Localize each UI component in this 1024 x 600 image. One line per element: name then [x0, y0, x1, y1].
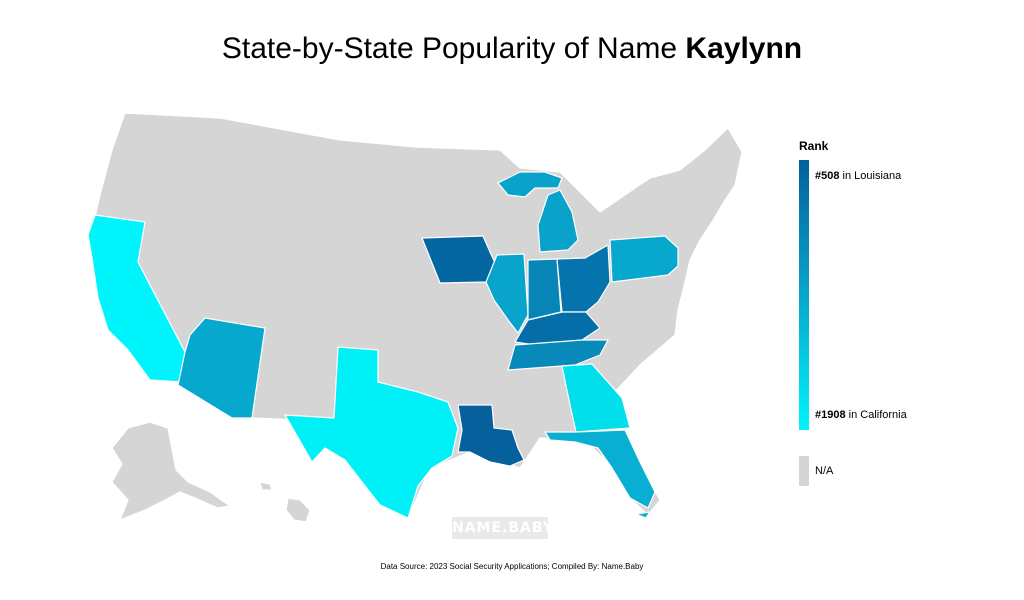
michigan-upper-shape: [497, 171, 563, 198]
indiana-shape: [527, 258, 562, 321]
legend-na-swatch: [799, 456, 809, 486]
florida-keys-shape: [635, 511, 651, 519]
legend-top-text: in Louisiana: [839, 170, 902, 182]
louisiana-shape: [457, 404, 525, 467]
pennsylvania-shape: [609, 235, 679, 283]
tennessee-shape: [507, 339, 609, 371]
illinois-shape: [485, 253, 529, 334]
legend-na-label: N/A: [815, 465, 834, 477]
alaska-shape: [111, 421, 231, 521]
title-prefix: State-by-State Popularity of Name: [221, 32, 686, 65]
hawaii-islet-shape: [259, 481, 273, 491]
title-name: Kaylynn: [685, 32, 803, 65]
legend-top-label: #508 in Louisiana: [815, 170, 901, 182]
georgia-shape: [561, 363, 631, 433]
california-shape: [87, 214, 186, 383]
hawaii-shape: [285, 497, 311, 523]
legend-title: Rank: [799, 139, 829, 153]
data-source-note: Data Source: 2023 Social Security Applic…: [380, 562, 644, 571]
legend-bottom-text: in California: [845, 409, 907, 421]
arizona-shape: [177, 317, 266, 419]
legend-bottom-label: #1908 in California: [815, 409, 907, 421]
texas-shape: [284, 346, 459, 519]
legend-gradient-bar: [799, 160, 809, 430]
map-title: State-by-State Popularity of Name Kaylyn…: [0, 30, 1024, 68]
kentucky-shape: [514, 311, 601, 346]
michigan-lower-shape: [537, 189, 579, 253]
legend-top-rank: #508: [815, 170, 840, 182]
legend-bottom-rank: #1908: [815, 409, 846, 421]
florida-shape: [544, 429, 656, 509]
name-baby-watermark: NAME.BABY: [452, 517, 553, 539]
